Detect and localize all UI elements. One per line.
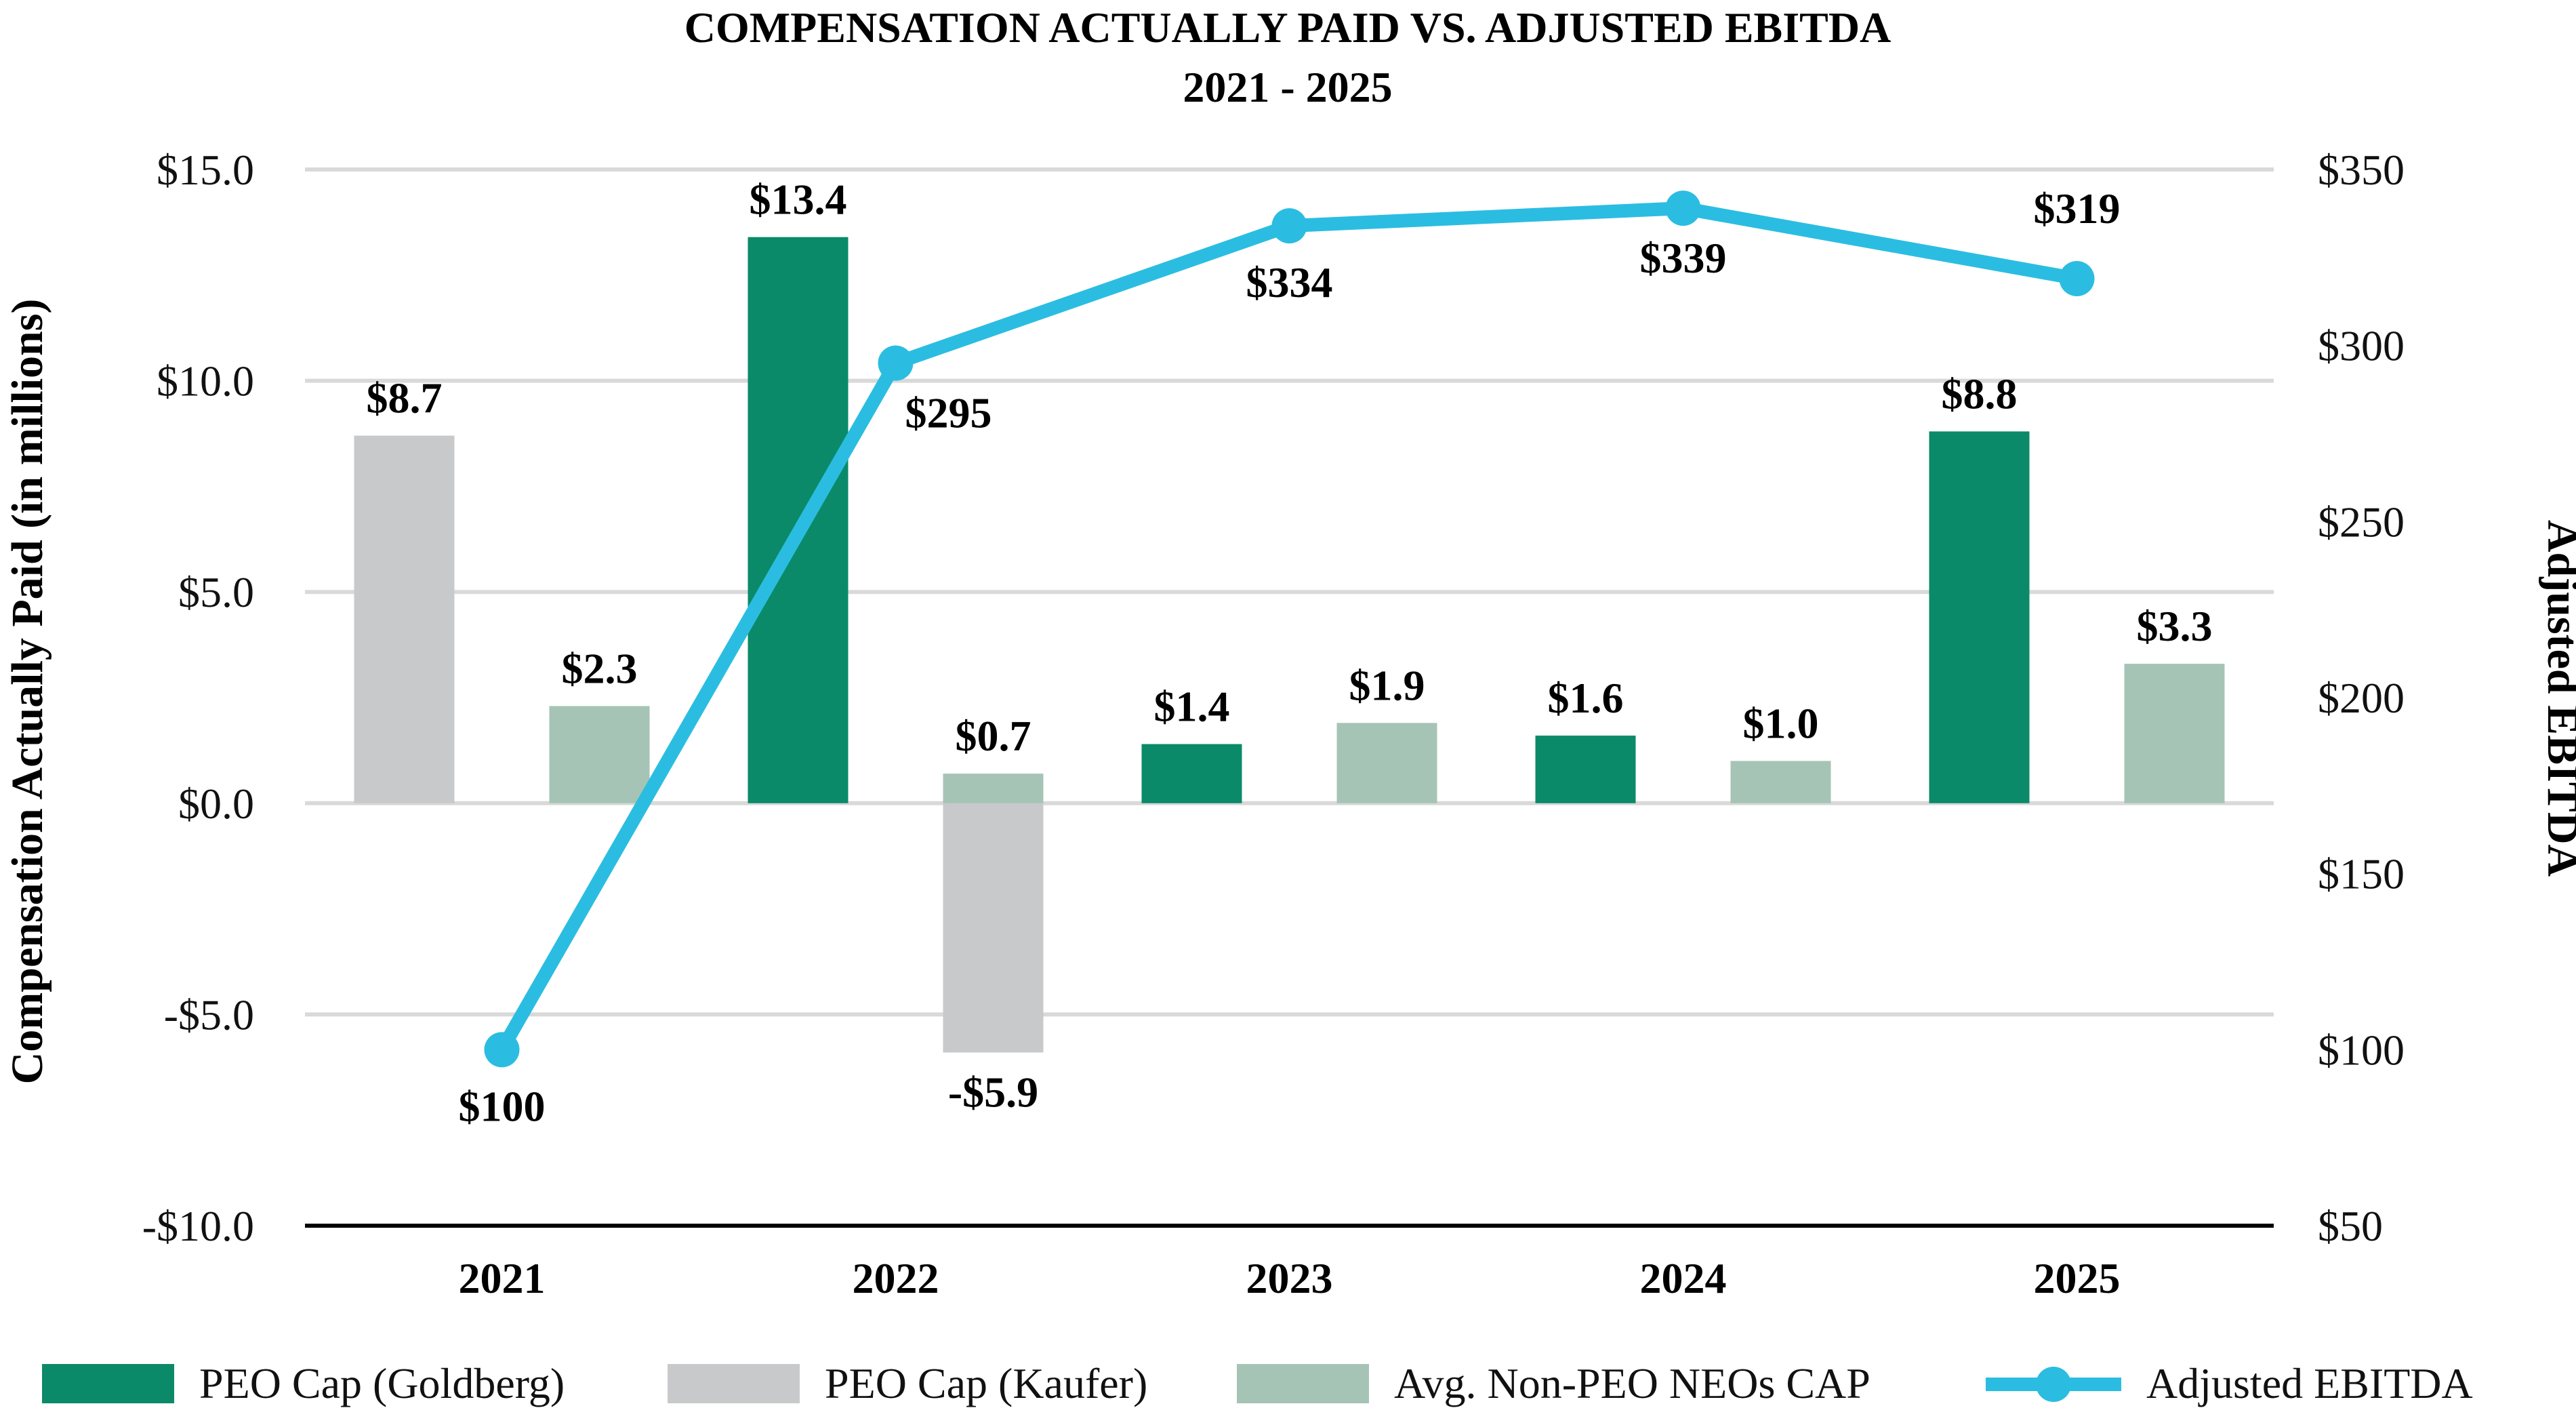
line-label-2023: $334 xyxy=(1246,258,1333,306)
legend-swatch-peo-cap-kaufer xyxy=(668,1364,800,1403)
bar-label-peo-cap-goldberg-2022: $13.4 xyxy=(750,176,847,224)
bar-avg-non-peo-neos-cap-2021 xyxy=(549,706,650,803)
right-tick-label: $100 xyxy=(2318,1026,2405,1074)
chart-title: COMPENSATION ACTUALLY PAID VS. ADJUSTED … xyxy=(684,3,1892,52)
bar-peo-cap-kaufer-2021 xyxy=(354,435,455,803)
legend-swatch-peo-cap-goldberg xyxy=(42,1364,174,1403)
x-tick-label-2025: 2025 xyxy=(2034,1254,2121,1302)
line-data-labels: $100 $295 $334 $339 $319 xyxy=(459,184,2121,1130)
right-tick-label: $250 xyxy=(2318,498,2405,546)
y-axis-label: Compensation Actually Paid (in millions) xyxy=(3,299,52,1085)
legend-label-peo-cap-kaufer: PEO Cap (Kaufer) xyxy=(825,1359,1147,1407)
bar-peo-cap-goldberg-2023 xyxy=(1141,744,1242,803)
chart-subtitle: 2021 - 2025 xyxy=(1183,63,1392,111)
x-tick-label-2021: 2021 xyxy=(459,1254,546,1302)
bar-label-avg-non-peo-neos-cap-2024: $1.0 xyxy=(1743,699,1819,747)
line-label-2021: $100 xyxy=(459,1082,546,1130)
bar-label-avg-non-peo-neos-cap-2021: $2.3 xyxy=(562,644,638,692)
legend-marker-adjusted-ebitda xyxy=(2036,1367,2071,1402)
bar-label-peo-cap-goldberg-2023: $1.4 xyxy=(1154,683,1230,731)
bar-data-labels: $8.7 $2.3 $13.4 -$5.9 $0.7 $1.4 $1.9 $1.6 $1.0 $8… xyxy=(367,176,2213,1117)
bar-label-avg-non-peo-neos-cap-2023: $1.9 xyxy=(1349,661,1425,709)
bar-peo-cap-goldberg-2024 xyxy=(1535,736,1636,803)
line-point-2021 xyxy=(484,1032,520,1068)
legend-label-peo-cap-goldberg: PEO Cap (Goldberg) xyxy=(199,1359,565,1407)
line-label-2025: $319 xyxy=(2034,184,2121,233)
bar-label-avg-non-peo-neos-cap-2025: $3.3 xyxy=(2137,602,2213,650)
left-axis-ticks: -$10.0 -$5.0 $0.0 $5.0 $10.0 $15.0 xyxy=(142,146,254,1250)
bar-avg-non-peo-neos-cap-2025 xyxy=(2124,664,2225,803)
right-tick-label: $200 xyxy=(2318,674,2405,722)
bar-label-peo-cap-goldberg-2025: $8.8 xyxy=(1942,369,2018,418)
legend-label-avg-non-peo-neos-cap: Avg. Non-PEO NEOs CAP xyxy=(1394,1359,1870,1407)
left-tick-label: $10.0 xyxy=(157,357,254,405)
x-axis-ticks: 2021 2022 2023 2024 2025 xyxy=(459,1254,2121,1302)
line-label-2022: $295 xyxy=(905,389,992,437)
bar-label-avg-non-peo-neos-cap-2022: $0.7 xyxy=(956,712,1031,760)
line-point-2023 xyxy=(1271,208,1307,244)
x-tick-label-2022: 2022 xyxy=(853,1254,939,1302)
bar-avg-non-peo-neos-cap-2023 xyxy=(1336,723,1437,803)
bar-peo-cap-kaufer-2022 xyxy=(943,803,1044,1053)
line-point-2025 xyxy=(2059,260,2095,296)
left-tick-label: $15.0 xyxy=(157,146,254,194)
bar-avg-non-peo-neos-cap-2022 xyxy=(943,774,1044,803)
line-point-2024 xyxy=(1665,190,1701,226)
right-tick-label: $350 xyxy=(2318,146,2405,194)
line-adjusted-ebitda xyxy=(495,201,2084,1057)
legend: PEO Cap (Goldberg) PEO Cap (Kaufer) Avg. N… xyxy=(42,1359,2473,1407)
bar-peo-cap-goldberg-2025 xyxy=(1929,431,2030,803)
left-tick-label: -$10.0 xyxy=(142,1202,254,1250)
bar-label-peo-cap-kaufer-2021: $8.7 xyxy=(367,374,443,422)
bar-label-peo-cap-goldberg-2024: $1.6 xyxy=(1548,674,1624,722)
x-tick-label-2024: 2024 xyxy=(1640,1254,1727,1302)
right-tick-label: $300 xyxy=(2318,322,2405,370)
right-axis-ticks: $50 $100 $150 $200 $250 $300 $350 xyxy=(2318,146,2405,1250)
right-tick-label: $50 xyxy=(2318,1202,2383,1250)
line-point-2022 xyxy=(878,345,914,381)
bar-avg-non-peo-neos-cap-2024 xyxy=(1730,761,1831,803)
line-series xyxy=(484,190,2095,1068)
right-tick-label: $150 xyxy=(2318,850,2405,898)
legend-swatch-avg-non-peo-neos-cap xyxy=(1237,1364,1369,1403)
left-tick-label: -$5.0 xyxy=(164,990,254,1039)
x-tick-label-2023: 2023 xyxy=(1246,1254,1333,1302)
bar-label-peo-cap-kaufer-2022: -$5.9 xyxy=(948,1068,1038,1116)
legend-label-adjusted-ebitda: Adjusted EBITDA xyxy=(2146,1359,2473,1407)
y2-axis-label: Adjusted EBITDA xyxy=(2538,520,2576,877)
left-tick-label: $0.0 xyxy=(178,780,254,828)
line-label-2024: $339 xyxy=(1640,234,1727,282)
left-tick-label: $5.0 xyxy=(178,568,254,616)
